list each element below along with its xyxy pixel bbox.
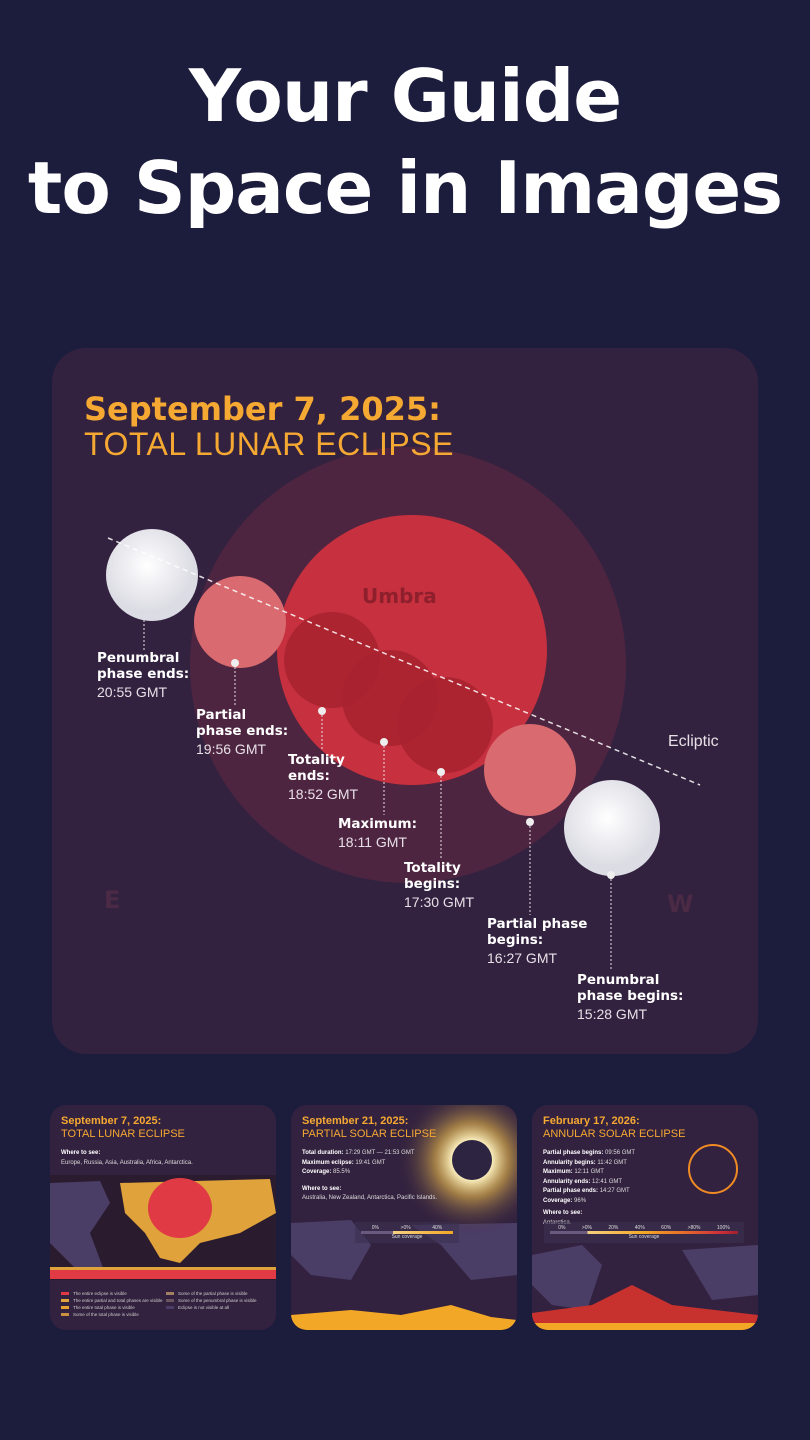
- eclipse-diagram: [106, 447, 701, 970]
- phase-label: Totality ends: 18:52 GMT: [288, 752, 359, 802]
- eclipse-date: September 7, 2025:: [84, 390, 441, 428]
- headline: Your Guide to Space in Images: [0, 50, 810, 234]
- pin-dot: [607, 871, 615, 879]
- thumb-type: ANNULAR SOLAR ECLIPSE: [543, 1128, 686, 1140]
- thumb-annular-solar-eclipse[interactable]: February 17, 2026: ANNULAR SOLAR ECLIPSE…: [532, 1105, 758, 1330]
- thumb-lunar-eclipse[interactable]: September 7, 2025: TOTAL LUNAR ECLIPSE W…: [50, 1105, 276, 1330]
- phase-label: Penumbral phase begins: 15:28 GMT: [577, 972, 684, 1022]
- phase-label: Partial phase ends: 19:56 GMT: [196, 707, 289, 757]
- thumb-date: September 21, 2025:: [302, 1115, 409, 1127]
- annular-ring-map: [532, 1144, 758, 1330]
- world-map-visibility: [50, 1175, 276, 1280]
- phase-label: Penumbral phase ends: 20:55 GMT: [97, 650, 190, 700]
- thumb-info: Total duration: 17:29 GMT — 21:53 GMT Ma…: [302, 1150, 438, 1201]
- eclipse-type: TOTAL LUNAR ECLIPSE: [84, 426, 454, 462]
- sun-coverage-scale: 0% >0% 20% 40% 60% >80% 100% Sun coverage: [544, 1222, 744, 1243]
- umbra-label: Umbra: [362, 584, 437, 608]
- pin-dot: [526, 818, 534, 826]
- moon-penumbral-ends: [106, 529, 198, 621]
- headline-line-1: Your Guide: [188, 54, 622, 138]
- thumb-date: September 7, 2025:: [61, 1115, 162, 1127]
- ecliptic-label: Ecliptic: [668, 733, 719, 750]
- west-label: W: [667, 890, 694, 918]
- thumb-date: February 17, 2026:: [543, 1115, 640, 1127]
- map-legend: The entire eclipse is visible Some of th…: [61, 1291, 271, 1317]
- pin-dot: [437, 768, 445, 776]
- phase-label: Partial phase begins: 16:27 GMT: [487, 916, 588, 966]
- thumb-info: Partial phase begins: 09:56 GMT Annulari…: [543, 1150, 636, 1226]
- thumb-partial-solar-eclipse[interactable]: September 21, 2025: PARTIAL SOLAR ECLIPS…: [291, 1105, 517, 1330]
- ecliptic-line: [107, 537, 701, 786]
- moon-totality-begins: [397, 677, 493, 773]
- east-label: E: [104, 886, 121, 914]
- pin-dot: [231, 659, 239, 667]
- thumb-type: PARTIAL SOLAR ECLIPSE: [302, 1128, 437, 1140]
- moon-penumbral-begins: [564, 780, 660, 876]
- moon-partial-begins: [484, 724, 576, 816]
- eclipse-sun-map: [291, 1105, 517, 1330]
- moon-partial-ends: [194, 576, 286, 668]
- headline-line-2: to Space in Images: [27, 146, 783, 230]
- thumb-info: Where to see: Europe, Russia, Asia, Austr…: [61, 1150, 193, 1166]
- sun-coverage-scale: 0% >0% 40% Sun coverage: [355, 1222, 459, 1243]
- phase-label: Totality begins: 17:30 GMT: [404, 860, 475, 910]
- thumb-type: TOTAL LUNAR ECLIPSE: [61, 1128, 185, 1140]
- lunar-eclipse-diagram-card: September 7, 2025: TOTAL LUNAR ECLIPSE U…: [52, 348, 758, 1054]
- phase-label: Maximum: 18:11 GMT: [338, 816, 418, 850]
- pin-dot: [380, 738, 388, 746]
- pin-dot: [318, 707, 326, 715]
